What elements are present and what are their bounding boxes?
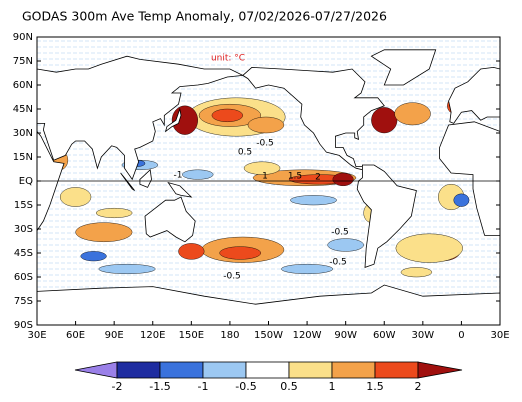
anomaly-patch — [59, 187, 92, 207]
lon-label: 90E — [105, 330, 124, 341]
anomaly-patch — [247, 116, 285, 134]
land — [242, 66, 385, 171]
land — [144, 196, 196, 243]
colorbar-label: -0.5 — [235, 380, 256, 393]
colorbar-label: -2 — [112, 380, 123, 393]
colorbar-segment — [417, 361, 463, 379]
land — [37, 284, 500, 325]
anomaly-patch — [182, 169, 214, 180]
land — [356, 164, 417, 268]
lat-label: 30S — [14, 224, 33, 235]
colorbar-segment — [288, 361, 333, 379]
lon-label: 30E — [490, 330, 509, 341]
lon-label: 90W — [334, 330, 357, 341]
lon-label: 180 — [220, 330, 239, 341]
lat-label: 90S — [14, 320, 33, 331]
lon-label: 120W — [293, 330, 322, 341]
anomaly-patch — [332, 172, 354, 187]
land — [120, 172, 136, 191]
anomaly-patch — [178, 243, 205, 260]
lat-label: 30N — [13, 128, 33, 139]
contour-label: -0.5 — [331, 228, 349, 238]
lat-label: 75S — [14, 296, 33, 307]
contour-label: 0.5 — [238, 148, 252, 158]
anomaly-patch — [75, 222, 133, 242]
axes: 90N75N60N45N30N15NEQ15S30S45S60S75S90S30… — [13, 32, 510, 341]
colorbar-segment — [245, 361, 290, 379]
anomaly-patch — [95, 207, 133, 218]
contour-label: 2 — [315, 173, 321, 183]
lon-label: 150W — [254, 330, 283, 341]
land — [167, 181, 193, 198]
lon-label: 60E — [66, 330, 85, 341]
anomaly-patch — [327, 238, 364, 252]
contour-label: 1 — [262, 172, 268, 182]
contour-label: -0.5 — [223, 272, 241, 282]
colorbar-label: -1.5 — [149, 380, 170, 393]
land — [139, 168, 152, 188]
colorbar-label: 2 — [415, 380, 422, 393]
anomaly-patch — [290, 195, 337, 206]
unit-label: unit: °C — [211, 54, 245, 64]
contour-label: 1.5 — [288, 172, 302, 182]
colorbar-segment — [116, 361, 161, 379]
colorbar-label: 0.5 — [280, 380, 298, 393]
lon-label: 0 — [458, 330, 464, 341]
land — [37, 55, 245, 181]
anomaly-patch — [453, 193, 470, 207]
lat-label: 45S — [14, 248, 33, 259]
lat-label: 60S — [14, 272, 33, 283]
lat-label: EQ — [19, 176, 33, 187]
anomaly-patch — [219, 246, 261, 260]
lon-label: 150E — [179, 330, 204, 341]
contour-label: -0.5 — [329, 258, 347, 268]
anomaly-patch — [80, 251, 107, 262]
anomaly-patch — [371, 107, 398, 134]
land — [448, 66, 500, 124]
anomaly-patch — [98, 264, 156, 275]
lat-label: 15S — [14, 200, 33, 211]
colorbar-label: 1.5 — [366, 380, 384, 393]
map-area: -0.50.5-111.52-0.5-0.5-0.50.5 — [37, 40, 500, 325]
colorbar-segment — [374, 361, 419, 379]
anomaly-patch — [395, 233, 463, 263]
anomaly-patch — [394, 102, 431, 126]
map-title: GODAS 300m Ave Temp Anomaly, 07/02/2026-… — [22, 9, 387, 24]
anomaly-patch — [211, 108, 243, 123]
contour-label: -0.5 — [256, 139, 274, 149]
colorbar-segment — [331, 361, 376, 379]
lon-label: 30E — [27, 330, 46, 341]
colorbar-label: 1 — [329, 380, 336, 393]
lon-label: 120E — [140, 330, 165, 341]
lat-label: 15N — [13, 152, 33, 163]
colorbar: -2 -1.5 -1 -0.5 0.5 1 1.5 2 — [74, 361, 463, 393]
land — [439, 121, 500, 236]
land — [164, 107, 182, 133]
anomaly-patch — [281, 264, 334, 275]
land — [370, 49, 437, 86]
contour-label: -1 — [174, 171, 183, 181]
colorbar-label: -1 — [198, 380, 209, 393]
lat-label: 60N — [13, 80, 33, 91]
colorbar-segment — [202, 361, 247, 379]
lat-label: 90N — [13, 32, 33, 43]
lon-label: 60W — [373, 330, 396, 341]
colorbar-segment — [159, 361, 204, 379]
anomaly-patch — [243, 161, 281, 175]
lat-label: 75N — [13, 56, 33, 67]
lon-label: 30W — [412, 330, 435, 341]
anomaly-patch — [400, 267, 433, 278]
lat-label: 45N — [13, 104, 33, 115]
